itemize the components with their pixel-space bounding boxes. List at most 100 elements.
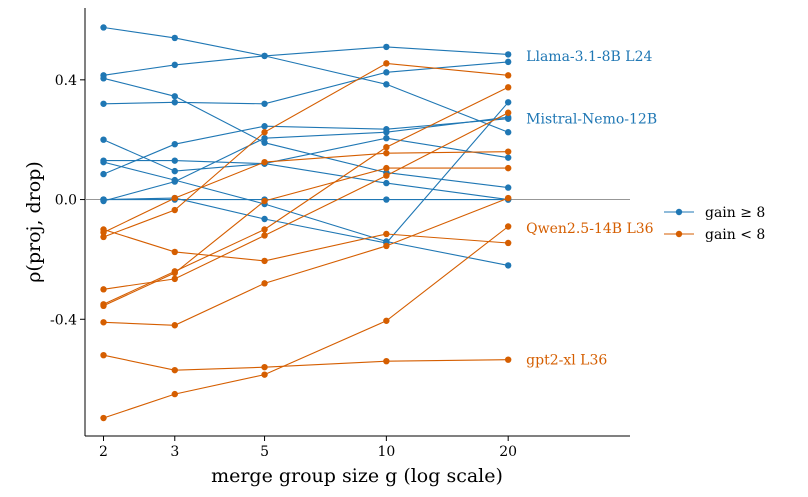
data-point: [383, 242, 390, 250]
data-point: [100, 286, 107, 293]
data-point: [383, 134, 390, 142]
data-point: [383, 143, 390, 151]
series-line: [103, 62, 509, 238]
data-point: [504, 262, 512, 269]
data-point: [171, 34, 178, 42]
data-point: [171, 275, 178, 283]
data-point: [504, 72, 512, 79]
data-point: [171, 366, 178, 374]
series-low-17: [100, 194, 512, 329]
x-tick-label: 2: [99, 444, 108, 460]
data-point: [504, 99, 512, 106]
data-point: [383, 69, 390, 76]
data-point: [100, 351, 107, 359]
data-point: [100, 414, 107, 422]
series-line: [103, 354, 509, 371]
data-point: [261, 134, 268, 142]
series-line: [103, 77, 509, 189]
series-line: [103, 61, 509, 105]
data-point: [504, 58, 512, 66]
data-point: [171, 206, 178, 214]
data-point: [504, 84, 512, 91]
data-point: [383, 317, 390, 324]
series-line: [103, 118, 509, 175]
data-point: [100, 158, 107, 166]
series-layer: [100, 24, 512, 422]
x-tick-label: 20: [499, 444, 517, 460]
data-point: [504, 194, 512, 202]
data-point: [261, 139, 268, 146]
data-point: [383, 172, 390, 179]
data-point: [383, 357, 390, 365]
series-high-2: [100, 75, 512, 191]
data-point: [171, 93, 178, 100]
series-line: [103, 46, 509, 76]
data-point: [171, 157, 178, 164]
data-point: [261, 100, 268, 107]
data-point: [261, 280, 268, 287]
data-point: [504, 223, 512, 230]
series-line: [103, 26, 509, 133]
data-point: [261, 158, 268, 166]
data-point: [504, 184, 512, 191]
y-tick-label: 0.4: [55, 73, 77, 89]
series-high-1: [100, 43, 512, 79]
series-annotation: Llama-3.1-8B L24: [526, 49, 652, 65]
series-high-3: [100, 58, 512, 107]
data-point: [171, 390, 178, 398]
data-point: [383, 81, 390, 88]
data-point: [261, 232, 268, 239]
series-high-10: [100, 99, 512, 247]
data-point: [383, 196, 390, 203]
series-low-13: [100, 148, 512, 236]
data-point: [504, 154, 512, 161]
data-point: [261, 129, 268, 136]
series-annotation: Qwen2.5-14B L36: [526, 221, 654, 237]
data-point: [261, 226, 268, 233]
data-point: [100, 319, 107, 326]
data-point: [261, 215, 268, 223]
data-point: [504, 239, 512, 247]
data-point: [171, 61, 178, 69]
series-line: [103, 86, 509, 305]
data-point: [504, 51, 512, 58]
series-low-18: [100, 351, 512, 374]
data-point: [383, 164, 390, 172]
data-point: [383, 230, 390, 238]
x-tick-label: 3: [170, 444, 179, 460]
data-point: [383, 43, 390, 51]
series-high-0: [100, 24, 512, 136]
x-axis-label: merge group size g (log scale): [211, 465, 503, 487]
data-point: [171, 99, 178, 106]
data-point: [171, 248, 178, 256]
data-point: [171, 322, 178, 329]
y-tick-label: 0.0: [55, 193, 77, 209]
series-line: [103, 167, 509, 307]
data-point: [171, 194, 178, 202]
series-annotation: Mistral-Nemo-12B: [526, 112, 657, 128]
series-low-15: [100, 84, 512, 308]
data-point: [504, 109, 512, 116]
data-point: [100, 100, 107, 107]
series-line: [103, 137, 509, 172]
data-point: [261, 52, 268, 60]
data-point: [261, 123, 268, 130]
axis-ticks: 2 3 5 10 20 -0.4 0.0 0.4: [50, 73, 517, 460]
legend-swatch-marker: [675, 230, 683, 238]
legend: gain ≥ 8 gain < 8: [664, 205, 765, 243]
data-point: [100, 233, 107, 241]
legend-label: gain < 8: [705, 227, 765, 243]
data-point: [171, 167, 178, 175]
data-point: [171, 269, 178, 277]
data-point: [504, 164, 512, 172]
data-point: [100, 75, 107, 82]
y-axis-label: ρ(proj, drop): [23, 161, 45, 283]
data-point: [504, 148, 512, 155]
data-point: [504, 129, 512, 136]
data-point: [383, 179, 390, 187]
legend-label: gain ≥ 8: [705, 205, 765, 221]
data-point: [504, 114, 512, 121]
data-point: [100, 24, 107, 31]
data-point: [100, 302, 107, 310]
